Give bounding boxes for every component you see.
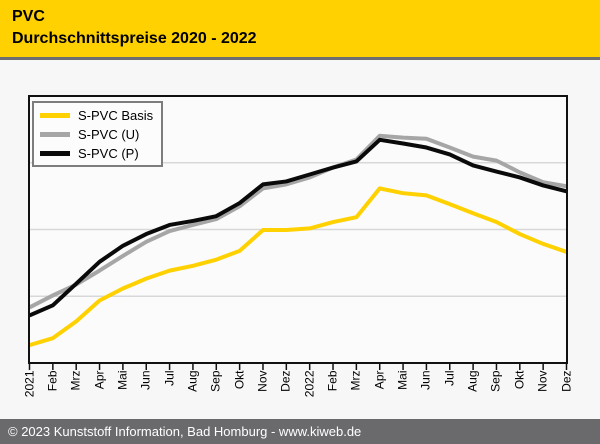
x-axis-label: Aug xyxy=(185,370,200,392)
legend-swatch-icon xyxy=(40,150,70,156)
x-axis-label: Jun xyxy=(418,370,433,390)
x-axis-label: Jun xyxy=(138,370,153,390)
x-axis-label: Mrz xyxy=(348,370,363,391)
x-axis-label: Apr xyxy=(372,370,387,390)
x-axis-label: Sep xyxy=(488,370,503,392)
plot-border xyxy=(28,95,568,364)
footer-copyright: © 2023 Kunststoff Information, Bad Hombu… xyxy=(0,419,600,444)
x-axis-label: 2022 xyxy=(302,370,317,398)
x-axis-label: Feb xyxy=(325,370,340,392)
x-axis-label: Okt xyxy=(512,370,527,390)
header: PVC Durchschnittspreise 2020 - 2022 xyxy=(0,0,600,60)
plot-area: S-PVC Basis S-PVC (U) S-PVC (P) 2021 Feb Mrz… xyxy=(0,60,600,419)
x-axis-label: Nov xyxy=(255,370,270,392)
x-axis-label: Nov xyxy=(535,370,550,392)
legend-item: S-PVC (P) xyxy=(40,144,153,162)
legend-swatch-icon xyxy=(40,131,70,137)
x-axis-label: Dez xyxy=(278,370,293,392)
legend-label: S-PVC (P) xyxy=(78,145,139,161)
x-axis-label: Aug xyxy=(465,370,480,392)
series-S-PVC (P) xyxy=(28,137,567,318)
legend: S-PVC Basis S-PVC (U) S-PVC (P) xyxy=(32,101,164,167)
x-axis-label: Dez xyxy=(559,370,573,392)
x-axis-label: Mai xyxy=(115,370,130,390)
legend-label: S-PVC (U) xyxy=(78,126,140,142)
x-axis-label: Apr xyxy=(92,370,107,390)
x-axis-label: Jul xyxy=(162,370,177,386)
x-axis-label: Sep xyxy=(208,370,223,392)
legend-label: S-PVC Basis xyxy=(78,107,154,123)
x-axis-label: Jul xyxy=(442,370,457,386)
legend-item: S-PVC Basis xyxy=(40,106,153,124)
x-axis-label: 2021 xyxy=(22,370,36,398)
x-axis-label: Okt xyxy=(232,370,247,390)
legend-item: S-PVC (U) xyxy=(40,125,153,143)
page-title: PVC xyxy=(12,8,45,25)
legend-swatch-icon xyxy=(40,112,70,118)
x-axis-label: Mai xyxy=(395,370,410,390)
series-S-PVC (U) xyxy=(28,133,567,310)
x-axis-label: Mrz xyxy=(68,370,83,391)
x-axis-label: Feb xyxy=(45,370,60,392)
series-S-PVC Basis xyxy=(28,186,568,348)
page-subtitle: Durchschnittspreise 2020 - 2022 xyxy=(12,30,257,47)
